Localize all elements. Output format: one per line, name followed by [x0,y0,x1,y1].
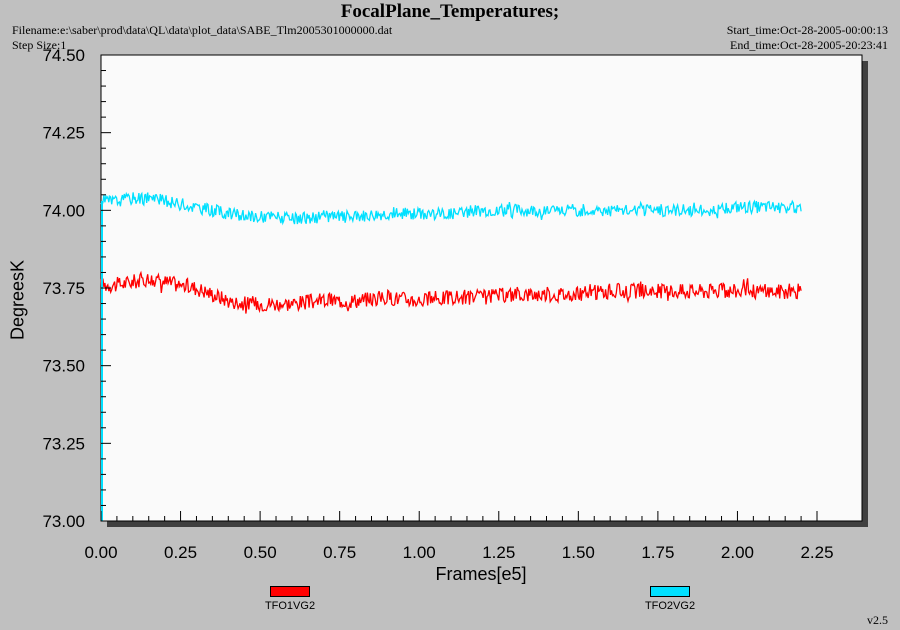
x-tick-label: 1.75 [641,543,674,562]
series-tfo1vg2 [100,270,802,314]
filename-label: Filename:e:\saber\prod\data\QL\data\plot… [12,23,393,37]
legend-item-tfo1vg2: TFO1VG2 [230,586,350,612]
version-label: v2.5 [867,613,888,627]
series-line-tfo1vg2 [100,270,802,314]
y-tick-label: 73.00 [42,512,85,531]
legend-item-tfo2vg2: TFO2VG2 [610,586,730,612]
chart-title: FocalPlane_Temperatures; [340,1,560,22]
legend-label-tfo1vg2: TFO1VG2 [264,600,316,612]
end-time-label: End_time:Oct-28-2005-20:23:41 [730,38,888,52]
y-tick-label: 74.25 [42,124,85,143]
step-size-label: Step Size:1 [12,38,67,52]
y-tick-label: 73.75 [42,279,85,298]
x-tick-label: 0.75 [323,543,356,562]
x-tick-label: 1.25 [482,543,515,562]
legend-swatch-tfo2vg2 [650,586,690,597]
x-tick-label: 0.25 [164,543,197,562]
x-tick-label: 0.00 [84,543,117,562]
y-tick-label: 73.25 [42,434,85,453]
legend-swatch-tfo1vg2 [270,586,310,597]
x-tick-label: 1.50 [562,543,595,562]
legend-label-tfo2vg2: TFO2VG2 [644,600,696,612]
series-line-tfo2vg2 [100,191,802,226]
x-tick-label: 1.00 [403,543,436,562]
y-axis-label: DegreesK [7,259,28,341]
series-tfo2vg2 [100,191,802,226]
y-tick-label: 74.00 [42,201,85,220]
x-axis-label: Frames[e5] [435,564,527,584]
x-tick-label: 0.50 [244,543,277,562]
y-tick-label: 73.50 [42,357,85,376]
x-tick-label: 2.25 [800,543,833,562]
start-time-label: Start_time:Oct-28-2005-00:00:13 [726,23,888,37]
x-tick-label: 2.00 [721,543,754,562]
y-tick-label: 74.50 [42,46,85,65]
